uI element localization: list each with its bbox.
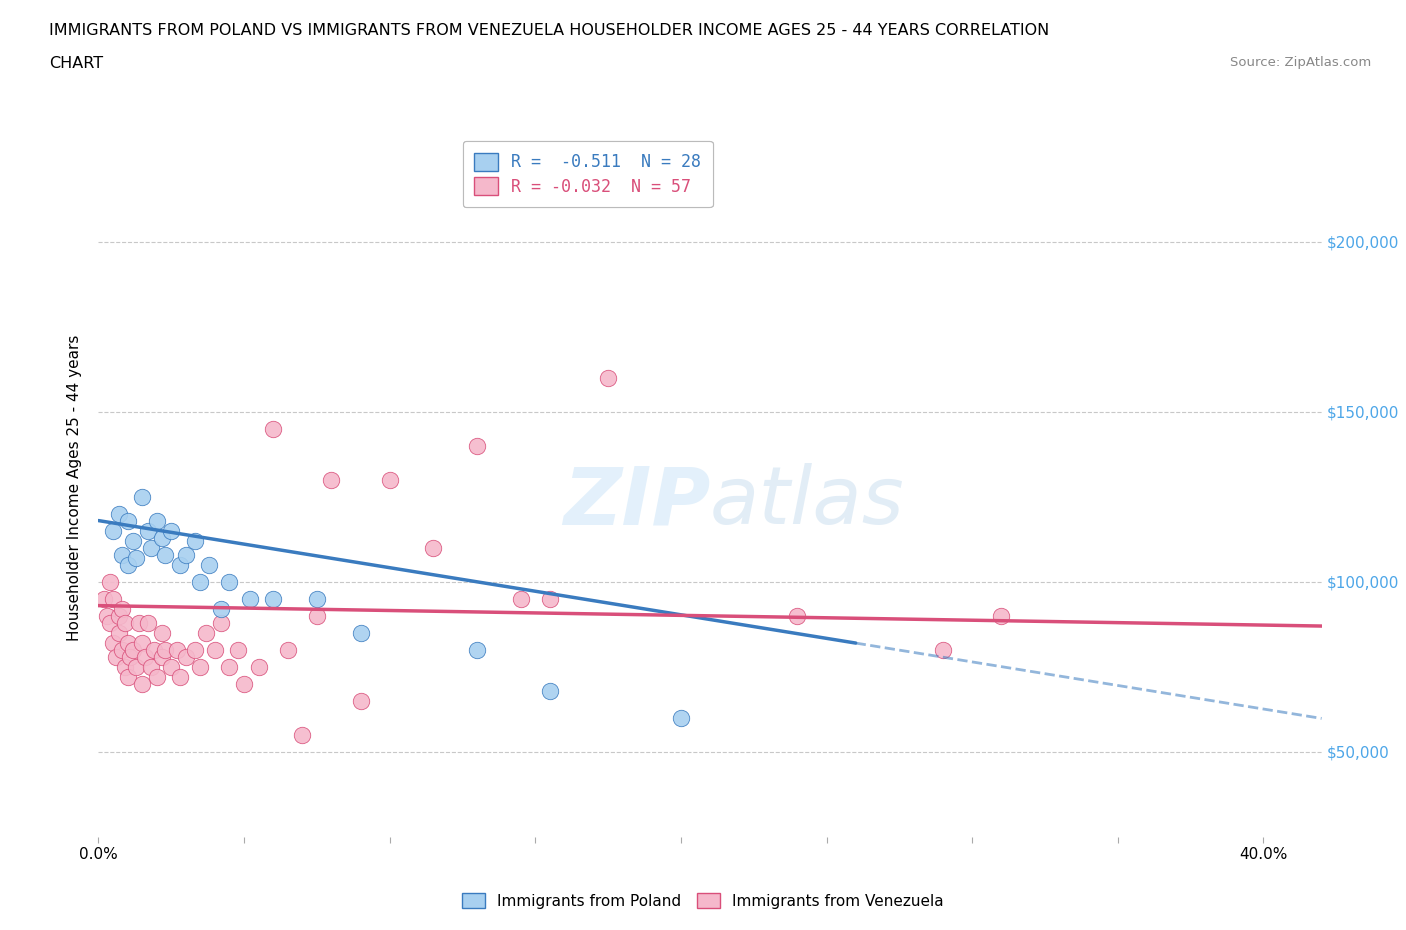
Point bbox=[101, 524, 124, 538]
Point bbox=[134, 649, 156, 664]
Point bbox=[139, 659, 162, 674]
Point bbox=[98, 575, 121, 590]
Point bbox=[291, 727, 314, 742]
Point bbox=[152, 625, 174, 640]
Point bbox=[188, 659, 212, 674]
Point bbox=[204, 643, 226, 658]
Point bbox=[305, 608, 328, 623]
Point bbox=[93, 591, 115, 606]
Point bbox=[145, 670, 167, 684]
Point bbox=[226, 643, 249, 658]
Legend: R =  -0.511  N = 28, R = -0.032  N = 57: R = -0.511 N = 28, R = -0.032 N = 57 bbox=[463, 140, 713, 207]
Point bbox=[277, 643, 299, 658]
Point bbox=[932, 643, 955, 658]
Text: atlas: atlas bbox=[710, 463, 905, 541]
Point bbox=[155, 643, 177, 658]
Text: ZIP: ZIP bbox=[562, 463, 710, 541]
Point bbox=[142, 643, 165, 658]
Point bbox=[174, 649, 197, 664]
Point bbox=[195, 625, 218, 640]
Point bbox=[247, 659, 270, 674]
Point bbox=[114, 659, 136, 674]
Point bbox=[465, 438, 488, 453]
Point bbox=[152, 649, 174, 664]
Point bbox=[122, 534, 145, 549]
Point bbox=[321, 472, 343, 487]
Point bbox=[239, 591, 262, 606]
Legend: Immigrants from Poland, Immigrants from Venezuela: Immigrants from Poland, Immigrants from … bbox=[453, 884, 953, 918]
Point bbox=[111, 643, 134, 658]
Point bbox=[136, 616, 159, 631]
Point bbox=[465, 643, 488, 658]
Point bbox=[209, 602, 232, 617]
Point bbox=[422, 540, 444, 555]
Point bbox=[160, 659, 183, 674]
Point bbox=[101, 635, 124, 650]
Point bbox=[209, 616, 232, 631]
Point bbox=[538, 591, 561, 606]
Point bbox=[117, 513, 139, 528]
Point bbox=[145, 513, 167, 528]
Point bbox=[96, 608, 118, 623]
Point bbox=[169, 557, 191, 572]
Text: CHART: CHART bbox=[49, 56, 103, 71]
Point bbox=[990, 608, 1012, 623]
Point bbox=[117, 635, 139, 650]
Point bbox=[183, 643, 205, 658]
Point bbox=[122, 643, 145, 658]
Point bbox=[131, 635, 153, 650]
Point bbox=[218, 659, 240, 674]
Point bbox=[169, 670, 191, 684]
Point bbox=[131, 489, 153, 504]
Point bbox=[136, 524, 159, 538]
Point bbox=[174, 547, 197, 562]
Point bbox=[131, 676, 153, 691]
Point bbox=[125, 551, 148, 565]
Point bbox=[160, 524, 183, 538]
Point bbox=[538, 684, 561, 698]
Point bbox=[349, 694, 371, 709]
Point bbox=[183, 534, 205, 549]
Point bbox=[378, 472, 401, 487]
Y-axis label: Householder Income Ages 25 - 44 years: Householder Income Ages 25 - 44 years bbox=[67, 335, 83, 642]
Point bbox=[101, 591, 124, 606]
Text: IMMIGRANTS FROM POLAND VS IMMIGRANTS FROM VENEZUELA HOUSEHOLDER INCOME AGES 25 -: IMMIGRANTS FROM POLAND VS IMMIGRANTS FRO… bbox=[49, 23, 1049, 38]
Point bbox=[125, 659, 148, 674]
Point bbox=[152, 530, 174, 545]
Point bbox=[198, 557, 221, 572]
Point bbox=[596, 370, 619, 385]
Point bbox=[669, 711, 692, 725]
Point bbox=[128, 616, 150, 631]
Point bbox=[166, 643, 188, 658]
Point bbox=[262, 421, 284, 436]
Point bbox=[111, 547, 134, 562]
Text: Source: ZipAtlas.com: Source: ZipAtlas.com bbox=[1230, 56, 1371, 69]
Point bbox=[349, 625, 371, 640]
Point bbox=[111, 602, 134, 617]
Point bbox=[188, 575, 212, 590]
Point bbox=[117, 557, 139, 572]
Point bbox=[139, 540, 162, 555]
Point bbox=[155, 547, 177, 562]
Point bbox=[108, 506, 131, 521]
Point bbox=[786, 608, 808, 623]
Point bbox=[108, 625, 131, 640]
Point bbox=[233, 676, 256, 691]
Point bbox=[98, 616, 121, 631]
Point bbox=[509, 591, 531, 606]
Point bbox=[262, 591, 284, 606]
Point bbox=[305, 591, 328, 606]
Point bbox=[218, 575, 240, 590]
Point bbox=[104, 649, 127, 664]
Point bbox=[108, 608, 131, 623]
Point bbox=[120, 649, 142, 664]
Point bbox=[114, 616, 136, 631]
Point bbox=[117, 670, 139, 684]
